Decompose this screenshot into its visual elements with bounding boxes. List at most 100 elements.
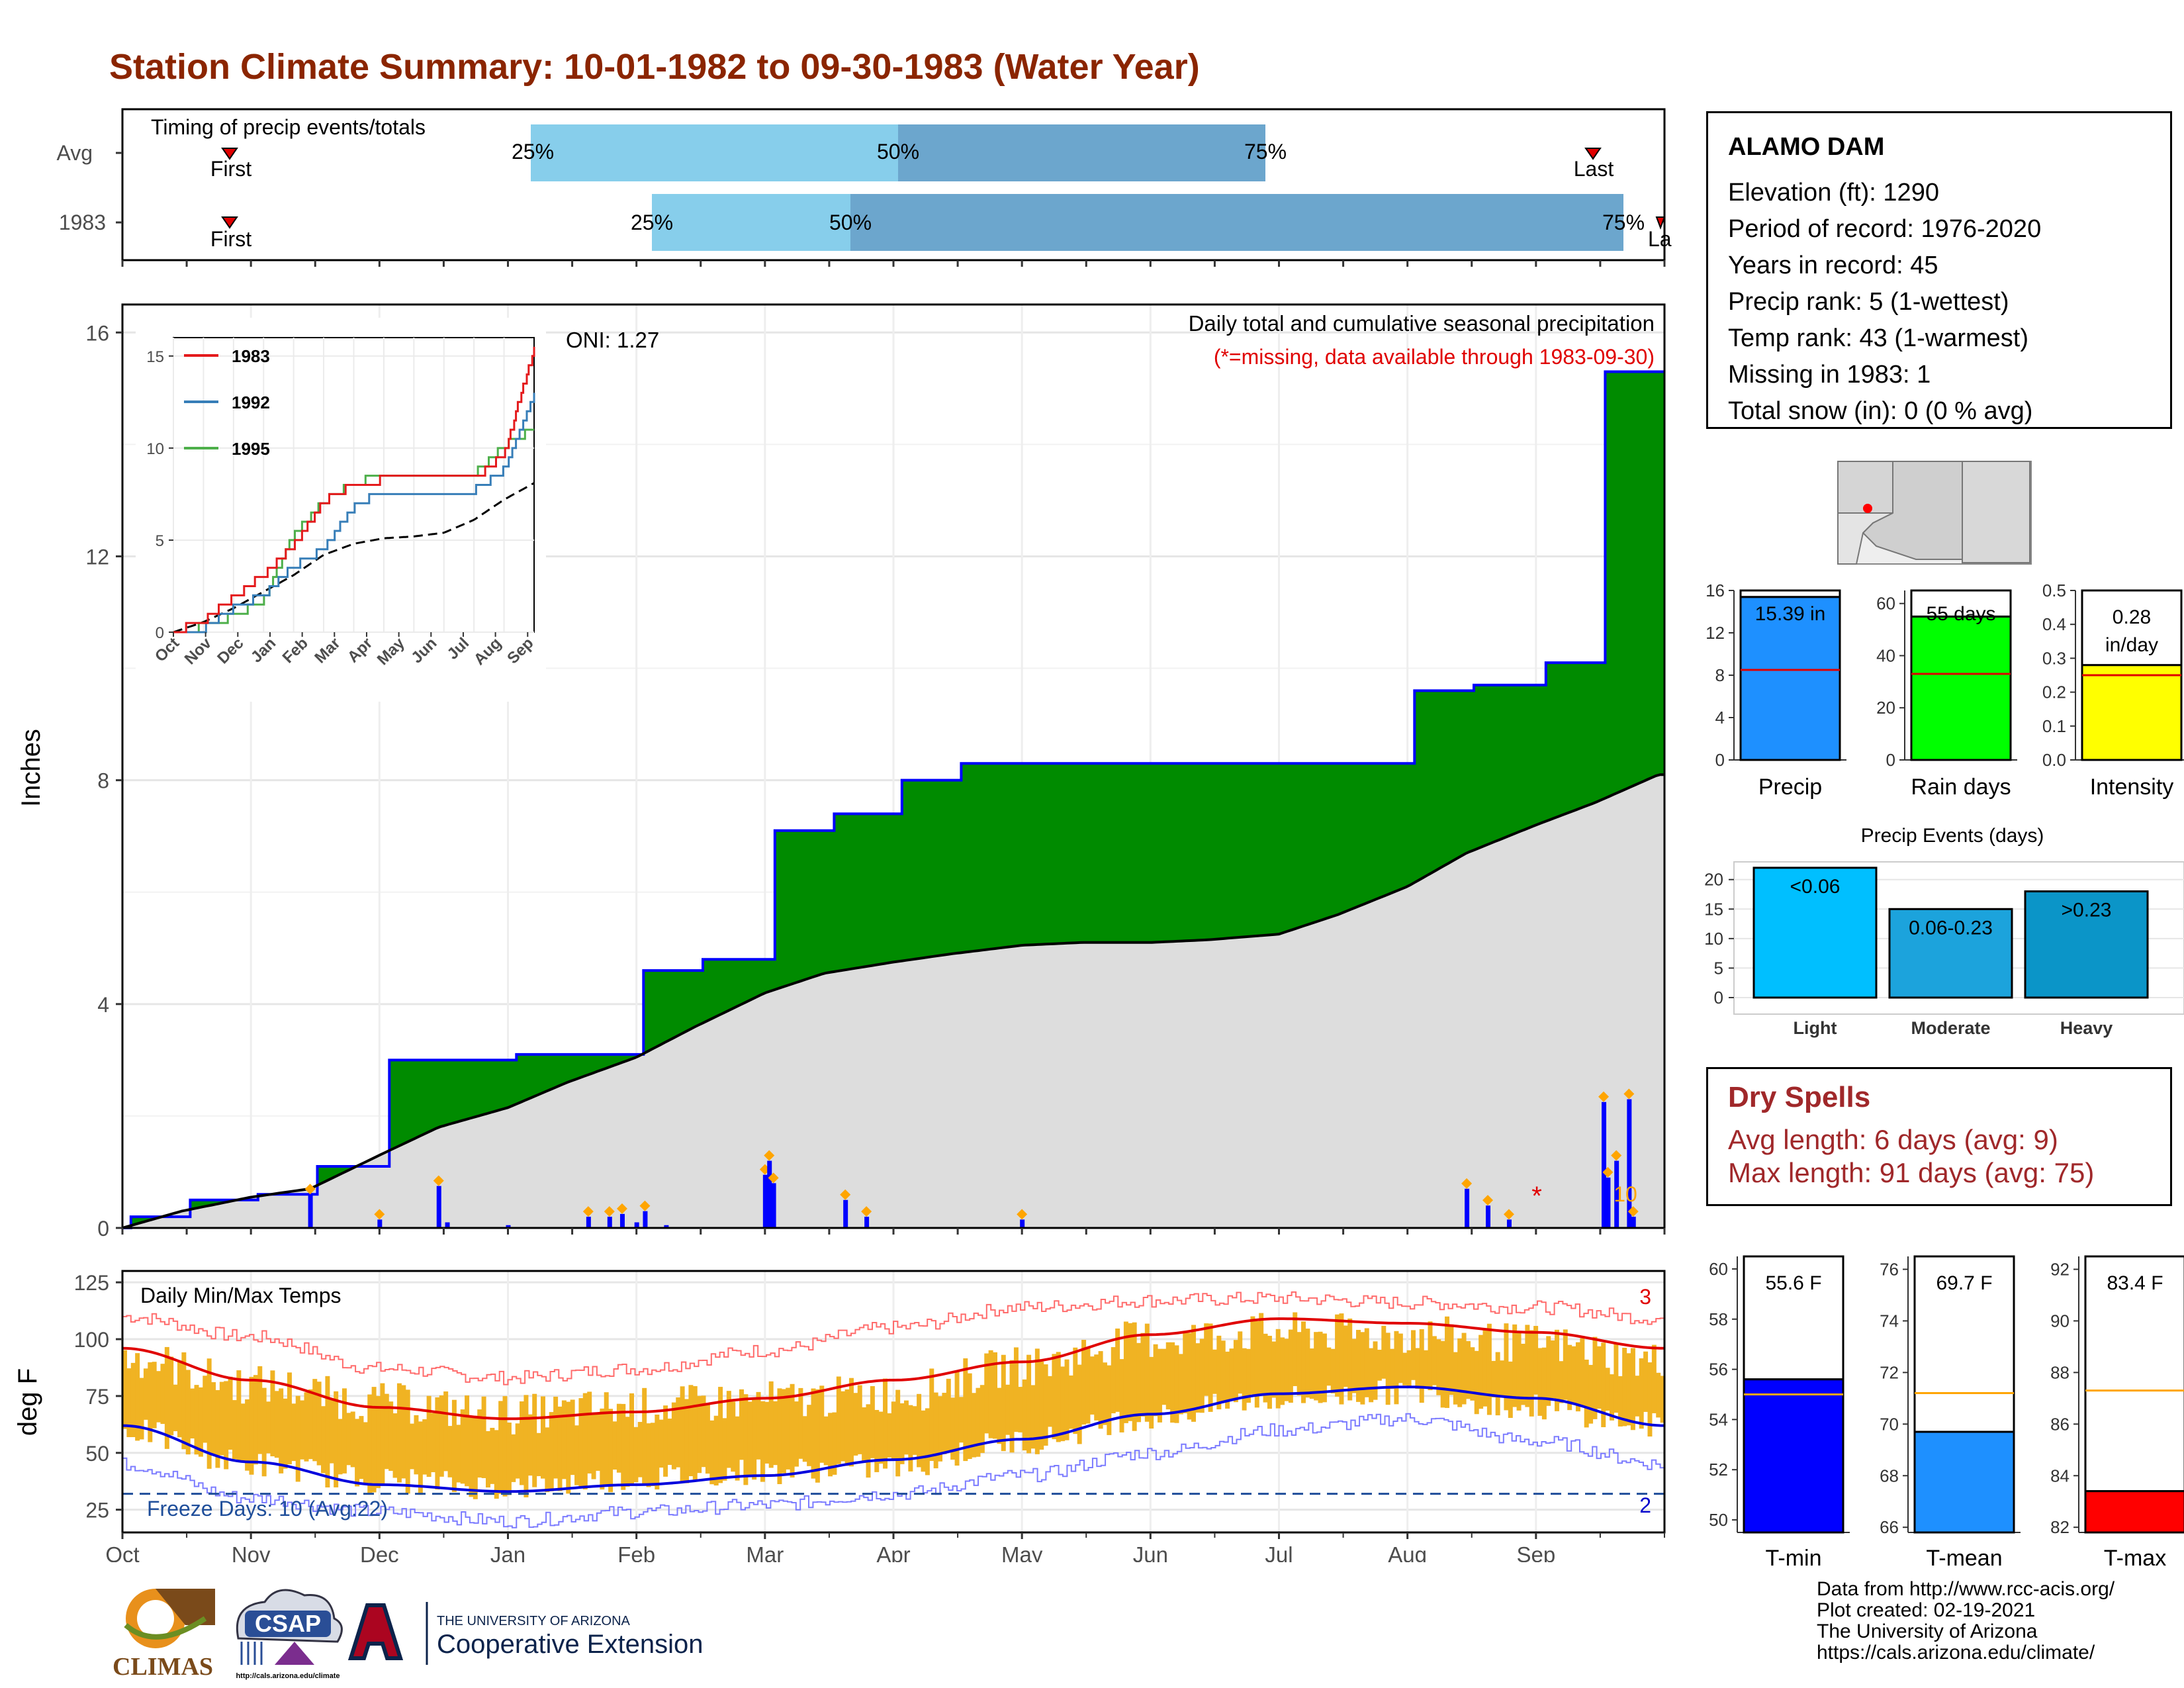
daily-precip-bar — [771, 1183, 776, 1228]
daily-temp-bar — [139, 1378, 144, 1440]
dry-spells-box: Dry Spells Avg length: 6 days (avg: 9) M… — [1706, 1067, 2172, 1206]
timing-row-label: Avg — [56, 141, 93, 165]
daily-temp-bar — [848, 1378, 854, 1467]
daily-temp-bar — [1068, 1375, 1073, 1429]
daily-temp-bar — [1432, 1336, 1437, 1385]
daily-temp-bar — [1102, 1362, 1107, 1425]
temp-summary-bar — [2084, 1490, 2184, 1534]
daily-precip-diamond — [616, 1203, 627, 1214]
daily-temp-bar — [1001, 1354, 1006, 1452]
daily-temp-bar — [692, 1386, 698, 1480]
daily-precip-bar — [1631, 1217, 1636, 1228]
summary-tick-label: 40 — [1876, 645, 1895, 665]
daily-precip-bar — [634, 1222, 639, 1228]
station-line: Total snow (in): 0 (0 % avg) — [1728, 397, 2033, 425]
daily-temp-bar — [903, 1400, 909, 1455]
daily-temp-bar — [540, 1396, 545, 1479]
daily-precip-bar — [308, 1194, 313, 1228]
daily-temp-bar — [190, 1388, 195, 1439]
daily-temp-bar — [1233, 1340, 1238, 1403]
daily-temp-bar — [1571, 1346, 1576, 1405]
daily-temp-bar — [1651, 1344, 1657, 1413]
daily-temp-bar — [993, 1352, 997, 1439]
daily-precip-diamond — [433, 1175, 444, 1186]
daily-temp-bar — [1495, 1352, 1500, 1416]
daily-temp-bar — [731, 1401, 736, 1472]
daily-precip-diamond — [840, 1189, 851, 1200]
daily-temp-bar — [1204, 1323, 1209, 1396]
daily-temp-bar — [1635, 1376, 1640, 1417]
daily-temp-bar — [295, 1395, 300, 1482]
daily-temp-bar — [1394, 1331, 1399, 1405]
daily-temp-bar — [633, 1427, 639, 1483]
daily-temp-bar — [1254, 1321, 1259, 1408]
daily-temp-bar — [862, 1407, 867, 1464]
daily-temp-bar — [680, 1386, 685, 1483]
timing-1983-early-bar — [652, 194, 850, 251]
daily-temp-bar — [346, 1413, 351, 1466]
daily-temp-bar — [257, 1366, 263, 1454]
daily-temp-bar — [350, 1411, 355, 1468]
daily-temp-bar — [185, 1370, 191, 1455]
events-category: Light — [1794, 1018, 1837, 1038]
daily-temp-bar — [1073, 1347, 1078, 1434]
daily-temp-bar — [329, 1398, 334, 1464]
csap-url: http://cals.arizona.edu/climate — [236, 1672, 340, 1680]
daily-temp-bar — [963, 1358, 968, 1462]
daily-temp-bar — [1297, 1332, 1302, 1396]
daily-temp-bar — [1537, 1348, 1543, 1416]
missing-note: (*=missing, data available through 1983-… — [1214, 345, 1655, 369]
temp-summary-value: 55.6 F — [1765, 1272, 1821, 1294]
cumulative-precip-chart: Inches 0 4 8 12 16 ONI: 1.27 Daily total and… — [17, 303, 1666, 1241]
daily-temp-bar — [232, 1400, 237, 1460]
station-info-box: ALAMO DAM Elevation (ft): 1290 Period of… — [1706, 111, 2172, 429]
daily-temp-bar — [451, 1399, 457, 1492]
daily-temp-bar — [811, 1388, 816, 1479]
daily-temp-bar — [917, 1393, 922, 1468]
month-label: Jul — [1265, 1542, 1293, 1562]
daily-temp-bar — [1064, 1359, 1069, 1440]
daily-temp-bar — [1512, 1324, 1518, 1407]
summary-value: 15.39 in — [1755, 603, 1826, 625]
daily-temp-bar — [532, 1393, 537, 1487]
daily-temp-bar — [1326, 1347, 1332, 1386]
daily-temp-bar — [967, 1373, 972, 1460]
summary-tick-label: 20 — [1876, 698, 1895, 718]
inset-ytick-label: 15 — [146, 348, 164, 366]
daily-temp-bar — [887, 1413, 892, 1458]
missing-marker: * — [1531, 1182, 1542, 1211]
daily-temp-bar — [1081, 1340, 1087, 1425]
daily-temp-bar — [946, 1378, 951, 1453]
daily-temp-bar — [1457, 1338, 1463, 1407]
daily-temp-bar — [1318, 1331, 1323, 1403]
daily-temp-bar — [697, 1395, 702, 1474]
daily-temp-bar — [1588, 1364, 1594, 1424]
daily-temp-bar — [1445, 1316, 1450, 1408]
events-title: Precip Events (days) — [1861, 825, 2044, 847]
inset-legend-label: 1983 — [232, 346, 270, 366]
daily-temp-bar — [502, 1396, 508, 1497]
daily-temp-bar — [261, 1387, 267, 1477]
daily-temp-bar — [126, 1368, 132, 1438]
temp-summary-tick-label: 92 — [2050, 1259, 2070, 1279]
events-tick-label: 15 — [1704, 899, 1723, 919]
daily-temp-bar — [1284, 1338, 1289, 1401]
daily-temp-bar — [392, 1413, 398, 1478]
temp-summary-bar — [1743, 1378, 1844, 1534]
daily-temp-bar — [659, 1419, 664, 1468]
daily-temp-bar — [1584, 1359, 1589, 1428]
daily-temp-bar — [773, 1401, 778, 1466]
daily-temp-bar — [823, 1416, 829, 1466]
daily-temp-bar — [422, 1419, 428, 1475]
daily-temp-bar — [240, 1403, 246, 1461]
daily-temp-bar — [1377, 1350, 1382, 1381]
daily-temp-bar — [312, 1379, 318, 1462]
daily-temp-bar — [866, 1404, 871, 1478]
daily-temp-bar — [684, 1399, 689, 1483]
credit-line: The University of Arizona — [1817, 1620, 2038, 1642]
month-label: Apr — [876, 1542, 910, 1562]
daily-temp-bar — [1381, 1325, 1387, 1379]
daily-temp-bar — [1436, 1339, 1441, 1395]
daily-temp-bar — [122, 1350, 127, 1429]
daily-temp-bar — [477, 1409, 482, 1478]
